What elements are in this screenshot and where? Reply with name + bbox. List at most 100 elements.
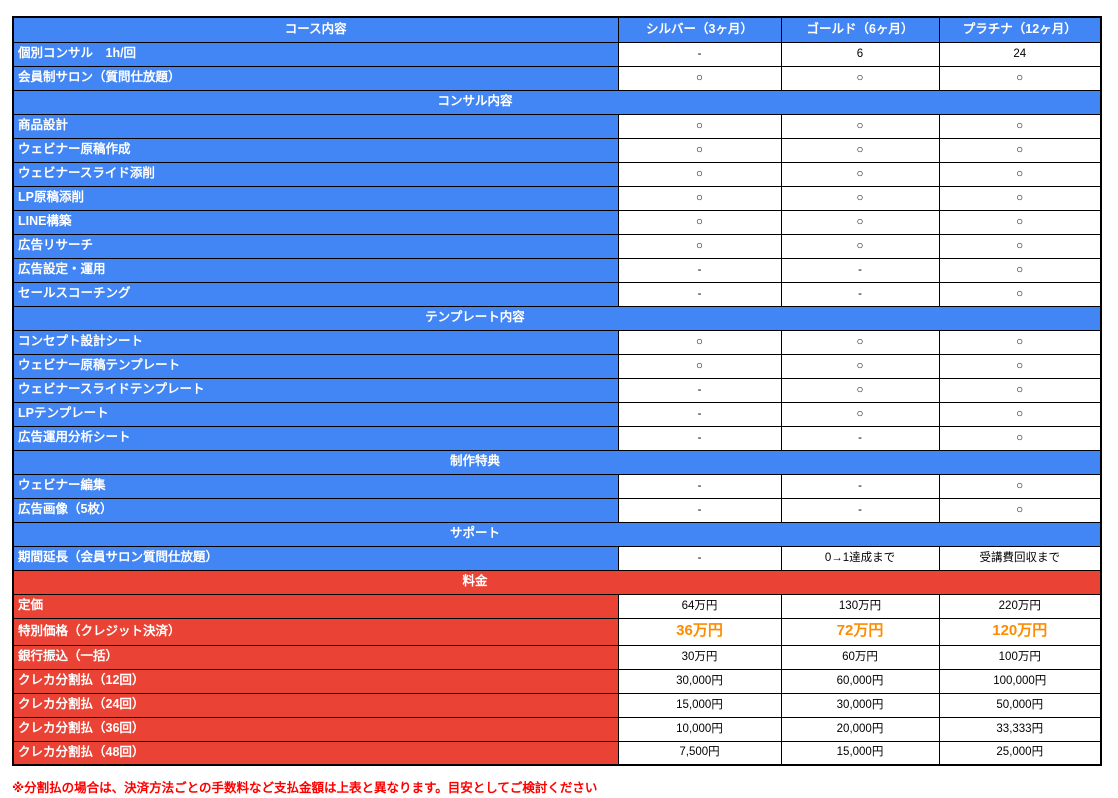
cell-value: - [780,425,940,451]
row-label: クレカ分割払（12回） [12,668,619,694]
section-title: 制作特典 [12,449,1102,475]
cell-value: ○ [938,233,1102,259]
cell-value: 0→1達成まで [780,545,940,571]
cell-value: - [617,497,782,523]
table-row: 会員制サロン（質問仕放題） ○ ○ ○ [12,65,1102,91]
cell-value: - [617,425,782,451]
cell-value: ○ [938,137,1102,163]
plan-header-platinum: プラチナ（12ヶ月） [938,16,1102,43]
table-row: LINE構築 ○ ○ ○ [12,209,1102,235]
cell-value: ○ [938,257,1102,283]
cell-value: ○ [780,353,940,379]
row-label: ウェビナー編集 [12,473,619,499]
table-row: セールスコーチング - - ○ [12,281,1102,307]
table-row: ウェビナースライドテンプレート - ○ ○ [12,377,1102,403]
row-label: クレカ分割払（24回） [12,692,619,718]
cell-value: ○ [780,113,940,139]
table-row: 広告運用分析シート - - ○ [12,425,1102,451]
cell-value: - [617,257,782,283]
cell-value: ○ [938,353,1102,379]
row-label: 期間延長（会員サロン質問仕放題） [12,545,619,571]
row-label: 商品設計 [12,113,619,139]
row-label: 広告運用分析シート [12,425,619,451]
cell-value: 36万円 [617,617,782,646]
table-row: 銀行振込（一括） 30万円 60万円 100万円 [12,644,1102,670]
row-label: 広告設定・運用 [12,257,619,283]
cell-value: 受講費回収まで [938,545,1102,571]
row-label: セールスコーチング [12,281,619,307]
section-row: サポート [12,521,1102,547]
row-label: クレカ分割払（36回） [12,716,619,742]
row-label: ウェビナースライド添削 [12,161,619,187]
table-row: ウェビナー原稿テンプレート ○ ○ ○ [12,353,1102,379]
cell-value: - [617,281,782,307]
row-label: ウェビナー原稿テンプレート [12,353,619,379]
cell-value: ○ [617,113,782,139]
cell-value: ○ [780,329,940,355]
cell-value: ○ [780,377,940,403]
cell-value: ○ [938,65,1102,91]
cell-value: ○ [938,113,1102,139]
cell-value: - [617,545,782,571]
row-label: 会員制サロン（質問仕放題） [12,65,619,91]
cell-value: 7,500円 [617,740,782,766]
cell-value: ○ [938,425,1102,451]
row-label: LINE構築 [12,209,619,235]
row-label: 特別価格（クレジット決済） [12,617,619,646]
cell-value: ○ [938,281,1102,307]
table-row: 広告画像（5枚） - - ○ [12,497,1102,523]
cell-value: ○ [780,401,940,427]
cell-value: ○ [617,353,782,379]
cell-value: ○ [617,329,782,355]
row-label: 広告リサーチ [12,233,619,259]
table-row: 商品設計 ○ ○ ○ [12,113,1102,139]
cell-value: ○ [617,233,782,259]
cell-value: 25,000円 [938,740,1102,766]
row-label: ウェビナー原稿作成 [12,137,619,163]
table-row: LPテンプレート - ○ ○ [12,401,1102,427]
table-row: コンセプト設計シート ○ ○ ○ [12,329,1102,355]
table-row: 広告設定・運用 - - ○ [12,257,1102,283]
cell-value: ○ [780,185,940,211]
table-row: クレカ分割払（36回） 10,000円 20,000円 33,333円 [12,716,1102,742]
section-row: テンプレート内容 [12,305,1102,331]
cell-value: - [617,377,782,403]
cell-value: 24 [938,41,1102,67]
row-label: コンセプト設計シート [12,329,619,355]
cell-value: ○ [938,473,1102,499]
row-label: ウェビナースライドテンプレート [12,377,619,403]
table-row: ウェビナースライド添削 ○ ○ ○ [12,161,1102,187]
cell-value: - [617,41,782,67]
section-title: 料金 [12,569,1102,595]
installment-footnote: ※分割払の場合は、決済方法ごとの手数料など支払金額は上表と異なります。目安として… [12,781,598,795]
table-row: 期間延長（会員サロン質問仕放題） -0→1達成まで 受講費回収まで [12,545,1102,571]
cell-value: - [780,473,940,499]
section-title: サポート [12,521,1102,547]
cell-value: 15,000円 [617,692,782,718]
cell-value: ○ [617,185,782,211]
cell-value: 30,000円 [780,692,940,718]
cell-value: ○ [617,137,782,163]
table-row: 個別コンサル 1h/回 -6 24 [12,41,1102,67]
cell-value: 100,000円 [938,668,1102,694]
row-label: 銀行振込（一括） [12,644,619,670]
section-row: 制作特典 [12,449,1102,475]
cell-value: ○ [780,161,940,187]
cell-value: ○ [938,209,1102,235]
row-label: LP原稿添削 [12,185,619,211]
cell-value: 130万円 [780,593,940,619]
table-row: クレカ分割払（24回） 15,000円 30,000円 50,000円 [12,692,1102,718]
row-label: LPテンプレート [12,401,619,427]
cell-value: 20,000円 [780,716,940,742]
row-label: 広告画像（5枚） [12,497,619,523]
cell-value: ○ [938,185,1102,211]
cell-value: ○ [780,209,940,235]
cell-value: ○ [938,329,1102,355]
plan-header-gold: ゴールド（6ヶ月） [780,16,940,43]
section-row: 料金 [12,569,1102,595]
cell-value: - [780,257,940,283]
cell-value: ○ [780,137,940,163]
cell-value: 64万円 [617,593,782,619]
section-row: コンサル内容 [12,89,1102,115]
